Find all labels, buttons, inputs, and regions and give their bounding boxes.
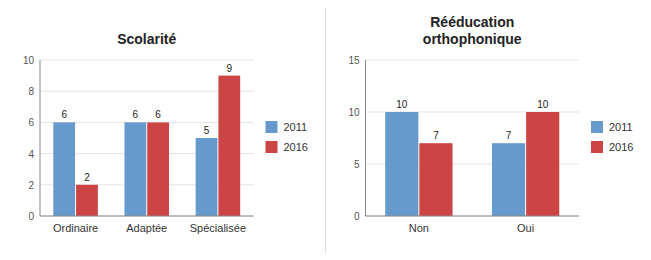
bar <box>53 122 75 216</box>
y-tick-label: 4 <box>28 149 34 160</box>
bars <box>53 76 240 216</box>
y-axis-line <box>365 60 366 216</box>
bar <box>218 76 240 216</box>
y-tick-label: 10 <box>348 107 360 118</box>
data-labels: 6 2 6 6 5 9 <box>61 63 232 183</box>
y-tick-label: 0 <box>354 211 360 222</box>
bar <box>385 112 418 216</box>
legend: 2011 2016 <box>266 121 308 153</box>
legend-label: 2011 <box>609 121 633 133</box>
bar <box>76 185 98 216</box>
bar <box>492 143 525 216</box>
x-tick-label: Non <box>409 222 429 234</box>
chart-root: Scolarité 0 2 4 6 8 10 6 2 6 6 5 9 Ordinaire Adaptée Sp… <box>0 0 651 260</box>
x-tick-label: Ordinaire <box>53 222 98 234</box>
legend-swatch <box>591 141 603 153</box>
bar <box>196 138 218 216</box>
legend-label: 2016 <box>609 141 633 153</box>
bar <box>526 112 559 216</box>
data-label: 6 <box>133 109 139 120</box>
legend-swatch <box>591 121 603 133</box>
x-tick-label: Oui <box>517 222 534 234</box>
grid-line <box>366 60 580 61</box>
y-tick-label: 2 <box>28 180 34 191</box>
data-label: 7 <box>506 130 512 141</box>
data-label: 5 <box>204 125 210 136</box>
data-label: 9 <box>227 63 233 74</box>
x-axis-line <box>40 216 254 217</box>
chart-title-line: Rééducation <box>430 14 514 30</box>
legend: 2011 2016 <box>591 121 633 153</box>
chart-title-line: Scolarité <box>117 31 176 47</box>
y-tick-label: 10 <box>23 55 35 66</box>
y-tick-label: 0 <box>28 211 34 222</box>
chart-svg: Scolarité 0 2 4 6 8 10 6 2 6 6 5 9 Ordinaire Adaptée Sp… <box>0 0 651 260</box>
bar <box>419 143 452 216</box>
y-axis-line <box>40 60 41 216</box>
y-tick-label: 15 <box>348 55 360 66</box>
legend-label: 2016 <box>284 141 308 153</box>
grid-line <box>40 60 254 61</box>
panel: Rééducationorthophonique 0 5 10 15 10 7 7 10 Non O… <box>348 14 633 234</box>
bar <box>124 122 146 216</box>
y-tick-label: 6 <box>28 117 34 128</box>
panel: Scolarité 0 2 4 6 8 10 6 2 6 6 5 9 Ordinaire Adaptée Sp… <box>23 31 308 234</box>
legend-swatch <box>266 141 278 153</box>
legend-swatch <box>266 121 278 133</box>
panel-divider <box>325 8 326 252</box>
data-label: 2 <box>84 172 90 183</box>
data-labels: 10 7 7 10 <box>396 99 548 141</box>
bars <box>385 112 559 216</box>
y-tick-label: 8 <box>28 86 34 97</box>
x-tick-label: Adaptée <box>126 222 167 234</box>
data-label: 10 <box>396 99 408 110</box>
x-axis-line <box>366 216 580 217</box>
x-tick-label: Spécialisée <box>190 222 246 234</box>
chart-title-line: orthophonique <box>423 31 522 47</box>
data-label: 6 <box>155 109 161 120</box>
bar <box>147 122 169 216</box>
grid-line <box>40 216 254 217</box>
data-label: 10 <box>537 99 549 110</box>
legend-label: 2011 <box>284 121 308 133</box>
chart-title: Rééducationorthophonique <box>423 14 522 47</box>
data-label: 6 <box>61 109 67 120</box>
grid-line <box>366 216 580 217</box>
chart-title: Scolarité <box>117 31 176 47</box>
data-label: 7 <box>433 130 439 141</box>
y-tick-label: 5 <box>354 159 360 170</box>
